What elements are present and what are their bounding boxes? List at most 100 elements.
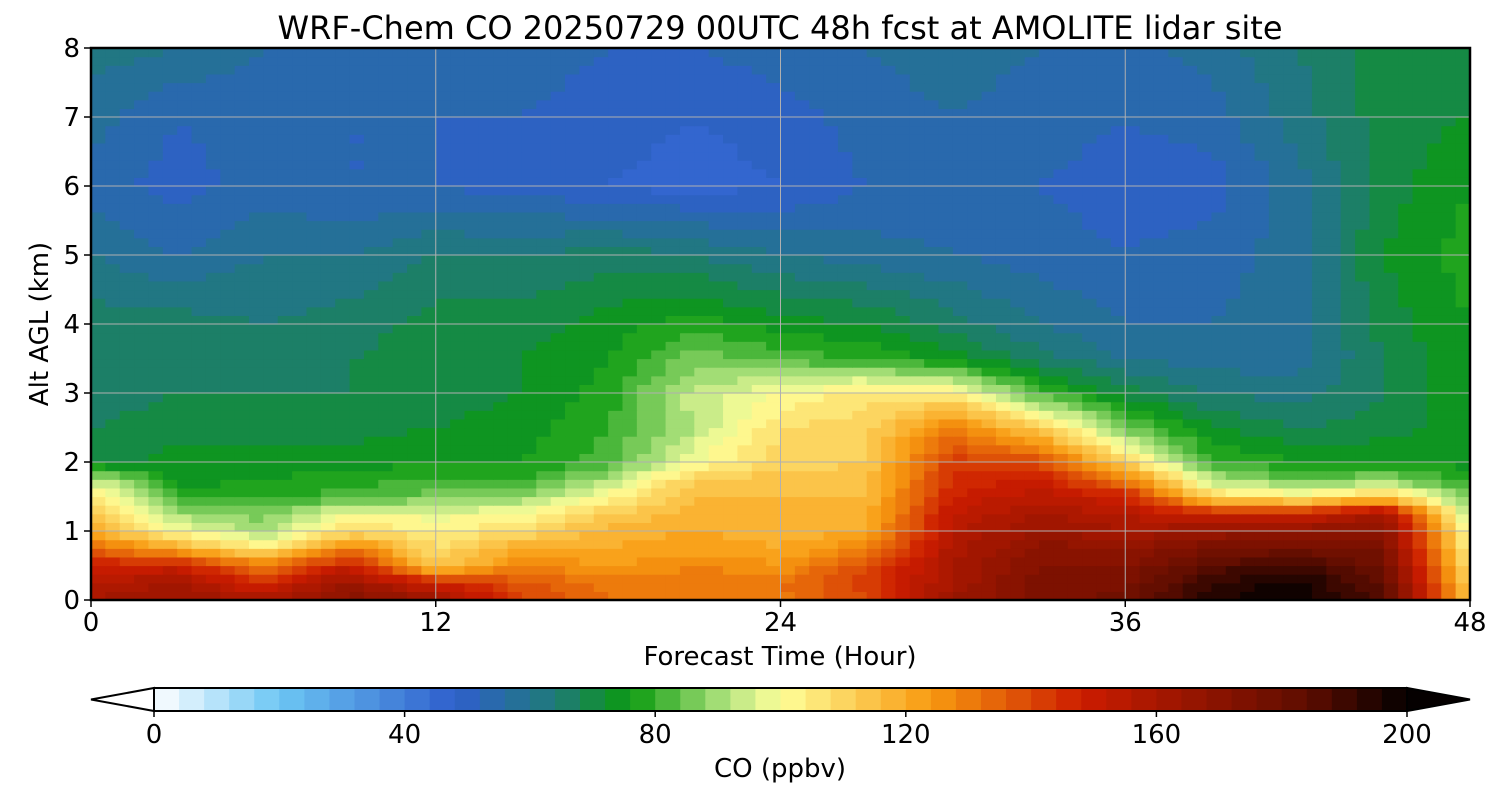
heatmap-cell: [881, 151, 897, 161]
heatmap-cell: [708, 280, 724, 291]
heatmap-cell: [134, 263, 150, 273]
heatmap-cell: [378, 324, 394, 334]
heatmap-cell: [1383, 272, 1399, 282]
heatmap-cell: [536, 582, 552, 592]
heatmap-cell: [148, 487, 164, 498]
heatmap-cell: [780, 470, 796, 480]
heatmap-cell: [837, 367, 853, 377]
heatmap-cell: [1268, 582, 1284, 592]
heatmap-cell: [292, 186, 308, 196]
heatmap-cell: [435, 522, 451, 532]
heatmap-cell: [651, 436, 667, 446]
heatmap-cell: [105, 142, 121, 153]
heatmap-cell: [1326, 358, 1342, 368]
heatmap-cell: [177, 556, 193, 567]
heatmap-cell: [1153, 237, 1169, 247]
heatmap-cell: [1024, 548, 1040, 558]
heatmap-cell: [593, 237, 609, 247]
heatmap-cell: [1024, 229, 1040, 239]
heatmap-cell: [665, 496, 681, 506]
heatmap-cell: [952, 427, 968, 437]
heatmap-cell: [1168, 203, 1184, 213]
heatmap-cell: [450, 211, 466, 222]
heatmap-cell: [234, 375, 250, 385]
heatmap-cell: [162, 427, 178, 437]
heatmap-cell: [349, 479, 365, 489]
heatmap-cell: [1455, 229, 1470, 239]
heatmap-cell: [622, 462, 638, 472]
heatmap-cell: [938, 341, 954, 351]
heatmap-cell: [306, 194, 322, 204]
heatmap-cell: [1355, 358, 1371, 368]
heatmap-cell: [1096, 358, 1112, 368]
heatmap-cell: [1067, 315, 1083, 325]
heatmap-cell: [1441, 177, 1457, 187]
heatmap-cell: [435, 427, 451, 437]
heatmap-cell: [263, 160, 279, 170]
heatmap-cell: [823, 272, 839, 282]
heatmap-cell: [292, 410, 308, 420]
heatmap-cell: [723, 565, 738, 575]
heatmap-cell: [335, 384, 351, 394]
heatmap-cell: [751, 393, 767, 403]
heatmap-cell: [1024, 453, 1040, 463]
heatmap-cell: [995, 332, 1011, 342]
heatmap-cell: [1039, 160, 1055, 170]
heatmap-cell: [1311, 151, 1327, 161]
heatmap-cell: [105, 462, 121, 472]
heatmap-cell: [1398, 272, 1414, 282]
heatmap-cell: [1369, 487, 1385, 498]
heatmap-cell: [1182, 315, 1198, 325]
heatmap-cell: [1225, 410, 1241, 420]
heatmap-cell: [392, 298, 408, 308]
heatmap-cell: [1398, 453, 1414, 463]
heatmap-cell: [1139, 298, 1155, 308]
heatmap-cell: [335, 177, 351, 187]
heatmap-cell: [177, 531, 193, 541]
heatmap-cell: [478, 401, 494, 411]
heatmap-cell: [249, 470, 264, 480]
heatmap-cell: [837, 401, 853, 411]
heatmap-cell: [593, 462, 609, 472]
heatmap-cell: [292, 203, 308, 213]
heatmap-cell: [837, 427, 853, 437]
heatmap-cell: [392, 418, 408, 429]
heatmap-cell: [1067, 367, 1083, 377]
heatmap-cell: [1398, 539, 1414, 549]
heatmap-cell: [435, 470, 451, 480]
heatmap-cell: [1340, 246, 1356, 256]
heatmap-cell: [191, 255, 207, 265]
heatmap-cell: [852, 246, 868, 256]
heatmap-cell: [1340, 384, 1356, 394]
heatmap-cell: [909, 255, 925, 265]
heatmap-cell: [363, 375, 379, 385]
heatmap-cell: [694, 513, 710, 523]
heatmap-cell: [981, 272, 997, 282]
heatmap-cell: [220, 436, 236, 446]
heatmap-cell: [952, 582, 968, 592]
heatmap-cell: [363, 444, 379, 454]
heatmap-cell: [521, 367, 537, 377]
heatmap-cell: [780, 375, 796, 385]
heatmap-cell: [1297, 306, 1313, 316]
heatmap-cell: [177, 462, 193, 472]
heatmap-cell: [363, 531, 379, 541]
heatmap-cell: [1153, 496, 1169, 506]
heatmap-cell: [780, 565, 796, 575]
heatmap-cell: [1153, 479, 1169, 489]
heatmap-cell: [794, 315, 810, 325]
heatmap-cell: [608, 151, 624, 161]
heatmap-cell: [593, 410, 609, 420]
heatmap-cell: [651, 487, 667, 498]
heatmap-cell: [679, 444, 695, 454]
heatmap-cell: [536, 367, 552, 377]
heatmap-cell: [909, 358, 925, 368]
heatmap-cell: [1039, 263, 1055, 273]
heatmap-cell: [708, 367, 724, 377]
heatmap-cell: [1197, 220, 1213, 230]
heatmap-cell: [981, 289, 997, 299]
heatmap-cell: [392, 367, 408, 377]
heatmap-cell: [1254, 211, 1270, 222]
heatmap-cell: [1139, 393, 1155, 403]
heatmap-cell: [837, 168, 853, 178]
